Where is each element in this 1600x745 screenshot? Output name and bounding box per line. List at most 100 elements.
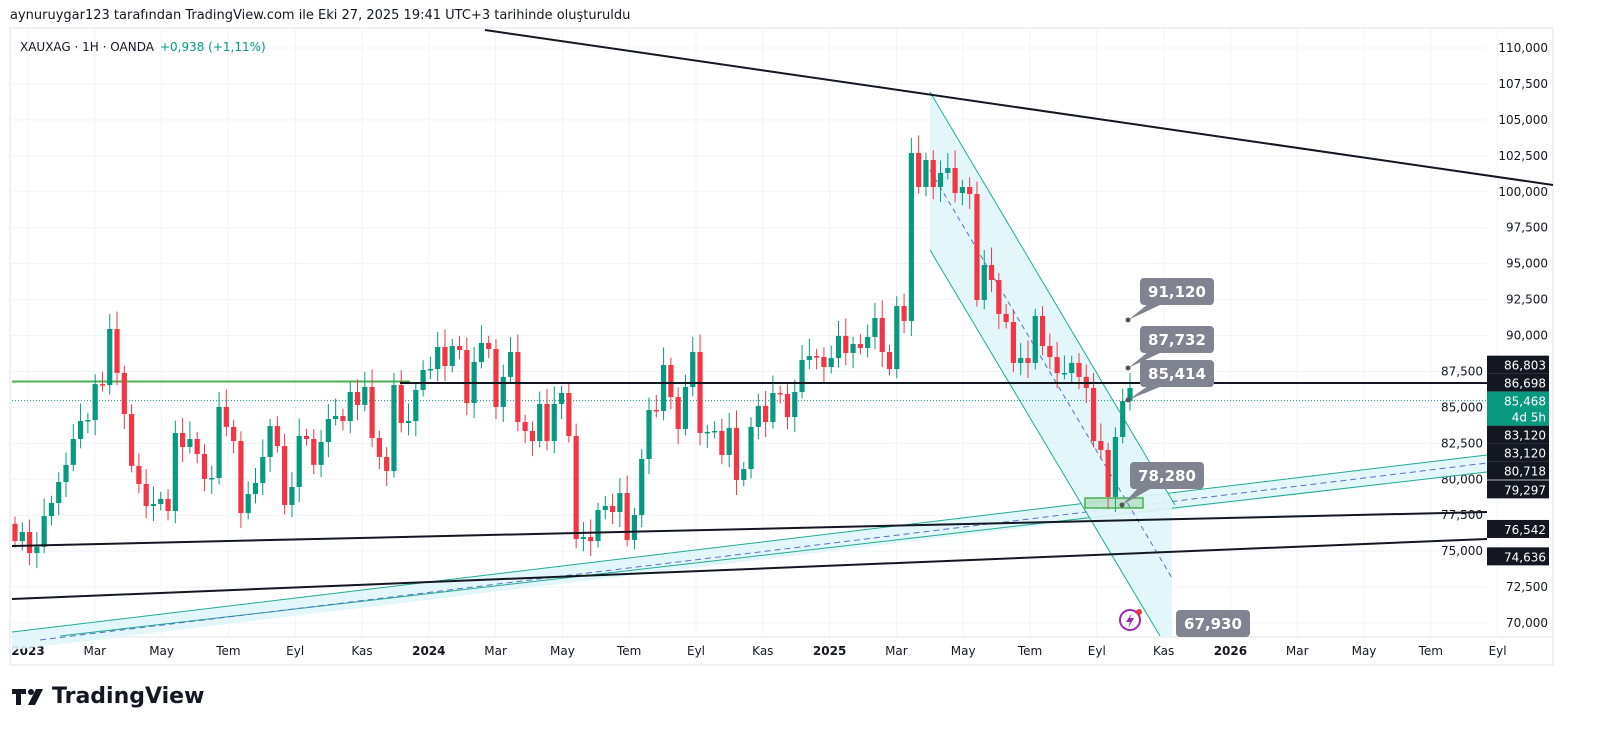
price-axis-label-bg xyxy=(1487,519,1549,538)
candle-body xyxy=(376,437,382,457)
tradingview-logo[interactable]: TradingView xyxy=(12,684,204,709)
x-tick-label: Mar xyxy=(484,644,507,658)
callout-box xyxy=(1140,326,1214,353)
callout-label: 85,414 xyxy=(1148,365,1206,383)
price-change: +0,938 (+1,11%) xyxy=(159,40,266,54)
candle-body xyxy=(916,152,922,188)
candle-body xyxy=(719,430,725,455)
y-tick-label: 110,000 xyxy=(1498,41,1548,55)
chart-caption: aynuruygar123 tarafından TradingView.com… xyxy=(10,8,631,23)
callout-anchor xyxy=(1125,397,1131,403)
candle-body xyxy=(1098,441,1104,450)
candle-body xyxy=(843,335,849,354)
candle-body xyxy=(165,498,171,512)
callout-box xyxy=(1130,462,1204,489)
x-tick-label: Eyl xyxy=(286,644,304,658)
x-tick-label: Eyl xyxy=(687,644,705,658)
candle-body xyxy=(1120,401,1126,437)
candle-body xyxy=(92,384,98,421)
candle-body xyxy=(456,345,463,351)
price-axis-label-bg xyxy=(1487,425,1549,444)
candle-body xyxy=(114,329,120,373)
candle-body xyxy=(172,432,178,512)
candle-body xyxy=(857,343,863,349)
candle-body xyxy=(945,168,951,173)
candle-body xyxy=(325,419,331,443)
descending-trendline xyxy=(484,29,1554,186)
price-axis-label: 74,636 xyxy=(1504,550,1546,564)
candle-body xyxy=(682,386,689,429)
candle-body xyxy=(1010,321,1016,363)
y-tick-label: 97,500 xyxy=(1506,221,1548,235)
candle-body xyxy=(77,421,84,439)
candle-body xyxy=(231,426,237,442)
x-tick-label: Tem xyxy=(616,644,641,658)
candle-body xyxy=(741,469,747,480)
candle-body xyxy=(675,397,681,429)
candle-body xyxy=(617,493,623,513)
candle-body xyxy=(1127,387,1133,402)
candle-body xyxy=(500,376,506,407)
callout-anchor xyxy=(1125,317,1131,323)
candle-body xyxy=(923,159,929,188)
alert-dot xyxy=(1136,609,1142,615)
candle-body xyxy=(646,409,652,459)
candle-body xyxy=(835,335,842,359)
candle-body xyxy=(595,510,601,542)
candle-body xyxy=(318,442,324,465)
callout-box xyxy=(1140,278,1214,305)
candle-body xyxy=(435,347,441,369)
price-axis-label: 83,120 xyxy=(1504,429,1546,443)
candle-body xyxy=(1105,449,1111,497)
y-tick-label: 105,000 xyxy=(1498,113,1548,127)
candle-body xyxy=(1047,345,1053,358)
callout-label: 67,930 xyxy=(1184,615,1242,633)
candle-body xyxy=(1025,358,1031,363)
price-axis-label-bg xyxy=(1487,355,1549,374)
price-axis-label-bg xyxy=(1487,443,1549,462)
callout-box xyxy=(1140,360,1214,387)
candle-body xyxy=(427,368,433,371)
candle-body xyxy=(442,347,448,366)
candle-body xyxy=(558,393,565,404)
price-axis-label-bg xyxy=(1487,547,1549,566)
candle-body xyxy=(129,413,135,466)
candle-body xyxy=(1039,315,1046,346)
candle-body xyxy=(26,532,33,553)
y-tick-label: 92,500 xyxy=(1506,293,1548,307)
bar-countdown-label: 4d 5h xyxy=(1512,411,1546,425)
candle-body xyxy=(194,439,200,454)
candle-body xyxy=(763,405,769,423)
candle-body xyxy=(712,430,718,433)
candle-body xyxy=(303,435,310,439)
candle-body xyxy=(894,306,900,369)
candle-body xyxy=(770,393,776,423)
y-tick-label: 85,000 xyxy=(1441,400,1483,414)
candle-body xyxy=(872,317,878,337)
candle-body xyxy=(34,546,40,553)
candle-body xyxy=(121,372,127,414)
tradingview-logo-icon xyxy=(12,688,43,705)
y-tick-label: 77,500 xyxy=(1441,508,1483,522)
candle-body xyxy=(551,403,557,442)
candle-body xyxy=(631,515,638,541)
y-tick-label: 75,000 xyxy=(1441,544,1483,558)
candle-body xyxy=(981,265,987,300)
y-tick-label: 70,000 xyxy=(1506,616,1548,630)
price-chart[interactable]: 110,000 107,500 105,000 102,500 100,000 97,50… xyxy=(0,0,1600,680)
candle-body xyxy=(850,343,856,354)
candle-body xyxy=(391,385,397,472)
candle-body xyxy=(223,406,229,427)
candle-body xyxy=(1032,315,1038,363)
x-tick-label: Tem xyxy=(215,644,240,658)
candle-body xyxy=(384,456,390,472)
price-axis-label-bg xyxy=(1487,391,1549,426)
x-tick-label: 2024 xyxy=(412,644,445,658)
candle-body xyxy=(588,537,594,542)
candle-body xyxy=(449,345,455,366)
rising-channel-median xyxy=(39,462,1488,641)
candle-body xyxy=(697,352,703,433)
x-tick-label: Kas xyxy=(1153,644,1174,658)
candle-body xyxy=(354,391,361,405)
candle-body xyxy=(865,336,871,349)
